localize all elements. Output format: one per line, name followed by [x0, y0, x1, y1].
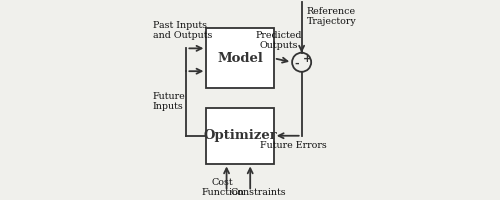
Text: +: + [302, 54, 312, 64]
Bar [206, 108, 274, 164]
Text: Predicted
Outputs: Predicted Outputs [256, 31, 302, 50]
Text: Cost
Function: Cost Function [201, 178, 244, 197]
Text: Reference
Trajectory: Reference Trajectory [306, 7, 356, 26]
Text: Model: Model [217, 52, 263, 65]
Text: -: - [294, 59, 298, 69]
Text: Constraints: Constraints [230, 188, 286, 197]
Text: Future
Inputs: Future Inputs [152, 92, 186, 111]
Text: Optimizer: Optimizer [203, 129, 277, 142]
Text: Future Errors: Future Errors [260, 141, 327, 150]
Bar [206, 28, 274, 88]
Text: Past Inputs
and Outputs: Past Inputs and Outputs [152, 21, 212, 40]
